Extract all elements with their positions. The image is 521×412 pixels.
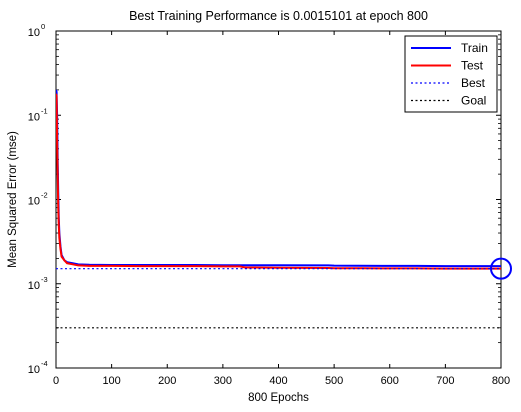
y-tick-label: 10-4 bbox=[28, 359, 48, 376]
x-tick-label: 400 bbox=[269, 375, 287, 387]
legend-label-best: Best bbox=[461, 76, 486, 90]
y-tick-label: 10-1 bbox=[28, 106, 48, 123]
y-tick-exponent: -2 bbox=[41, 191, 48, 200]
y-tick-label: 10-3 bbox=[28, 275, 48, 292]
y-tick-exponent: 0 bbox=[41, 22, 45, 31]
y-tick-base: 10 bbox=[28, 364, 40, 376]
y-tick-base: 10 bbox=[28, 280, 40, 292]
y-tick-exponent: -4 bbox=[41, 359, 48, 368]
plot-lines bbox=[56, 89, 501, 329]
y-tick-label: 10-2 bbox=[28, 191, 48, 208]
y-tick-exponent: -3 bbox=[41, 275, 48, 284]
axis-ticks: 0 100 200 300 400 500 600 700 80010-410-310-210-… bbox=[28, 22, 510, 387]
x-tick-label: 300 bbox=[214, 375, 232, 387]
x-tick-label: 700 bbox=[436, 375, 454, 387]
x-tick-label: 800 bbox=[492, 375, 510, 387]
y-tick-base: 10 bbox=[28, 27, 40, 39]
y-tick-base: 10 bbox=[28, 196, 40, 208]
legend-label-train: Train bbox=[461, 41, 488, 55]
y-tick-base: 10 bbox=[28, 111, 40, 123]
x-tick-label: 100 bbox=[102, 375, 120, 387]
legend: Train Test Best Goal bbox=[404, 35, 498, 113]
x-tick-label: 200 bbox=[158, 375, 176, 387]
y-tick-label: 100 bbox=[28, 22, 45, 39]
x-tick-label: 600 bbox=[381, 375, 399, 387]
x-tick-label: 0 bbox=[53, 375, 59, 387]
y-tick-exponent: -1 bbox=[41, 106, 48, 115]
x-axis-label: 800 Epochs bbox=[248, 392, 309, 404]
chart-title: Best Training Performance is 0.0015101 a… bbox=[129, 9, 428, 23]
x-tick-label: 500 bbox=[325, 375, 343, 387]
legend-label-goal: Goal bbox=[461, 94, 486, 108]
legend-label-test: Test bbox=[461, 59, 484, 73]
y-axis-label: Mean Squared Error (mse) bbox=[7, 131, 19, 268]
best-epoch-marker bbox=[490, 257, 512, 280]
